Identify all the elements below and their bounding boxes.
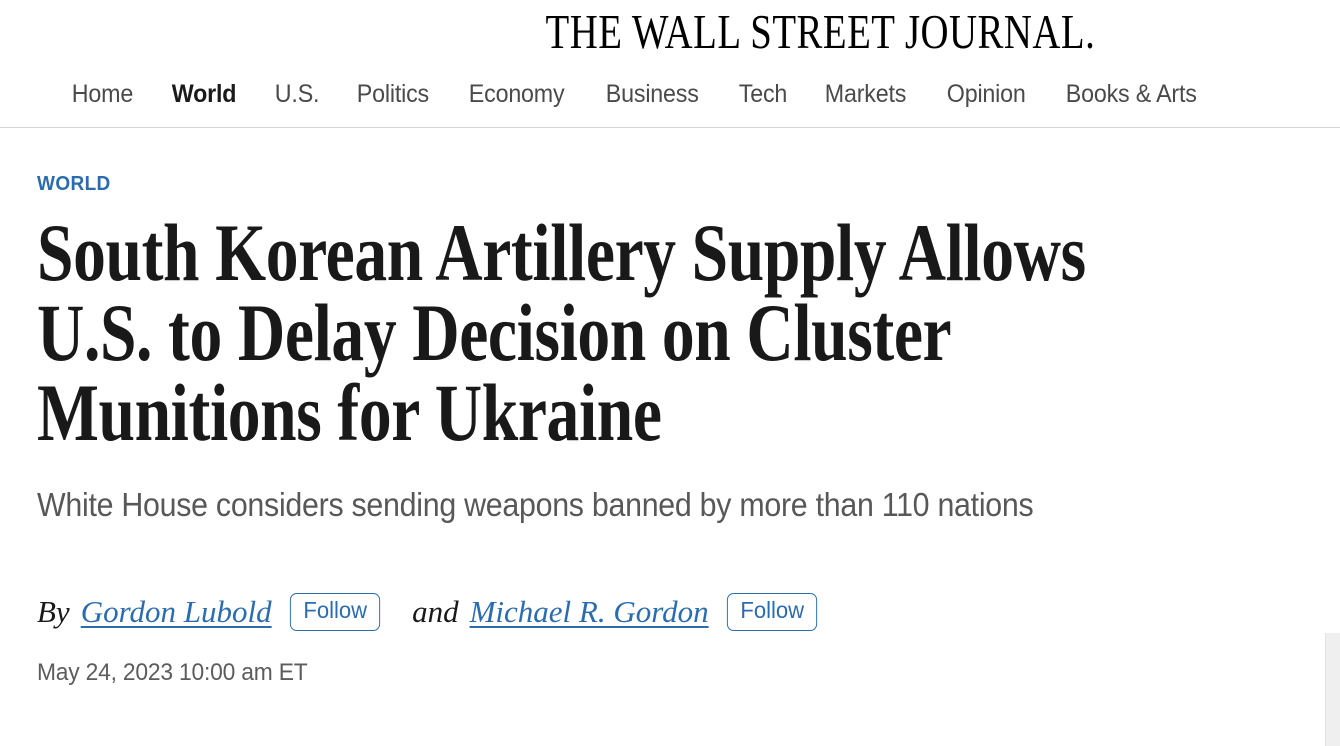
masthead: THE WALL STREET JOURNAL. (0, 0, 1340, 62)
follow-button-michael-r-gordon[interactable]: Follow (726, 593, 818, 631)
nav-item-tech[interactable]: Tech (739, 79, 788, 108)
byline-prefix: By (37, 593, 70, 629)
headline-line-2: U.S. to Delay Decision on Cluster (37, 287, 952, 378)
article-kicker[interactable]: WORLD (37, 173, 111, 195)
nav-item-us[interactable]: U.S. (275, 79, 320, 108)
byline: By Gordon Lubold Follow and Michael R. G… (37, 593, 1300, 631)
author-link-michael-r-gordon[interactable]: Michael R. Gordon (469, 593, 709, 629)
nav-item-economy[interactable]: Economy (468, 79, 565, 108)
nav-item-business[interactable]: Business (605, 79, 699, 108)
wsj-logo[interactable]: THE WALL STREET JOURNAL. (545, 3, 1095, 59)
article-container: WORLD South Korean Artillery Supply Allo… (0, 129, 1340, 687)
follow-button-gordon-lubold[interactable]: Follow (289, 593, 381, 631)
page-scrollbar-thumb[interactable] (1325, 633, 1340, 746)
nav-item-home[interactable]: Home (71, 79, 134, 108)
headline-line-3: Munitions for Ukraine (37, 367, 662, 458)
nav-item-world[interactable]: World (171, 79, 237, 108)
article-timestamp: May 24, 2023 10:00 am ET (37, 658, 308, 686)
author-link-gordon-lubold[interactable]: Gordon Lubold (80, 593, 272, 629)
nav-item-opinion[interactable]: Opinion (946, 79, 1026, 108)
main-navigation: Home World U.S. Politics Economy Busines… (0, 61, 1340, 128)
nav-item-politics[interactable]: Politics (356, 79, 430, 108)
nav-item-books-arts[interactable]: Books & Arts (1065, 79, 1197, 108)
page-title: South Korean Artillery Supply Allows U.S… (37, 212, 1300, 454)
page-scrollbar-track[interactable] (1325, 0, 1340, 746)
headline-line-1: South Korean Artillery Supply Allows (37, 207, 1086, 298)
nav-item-markets[interactable]: Markets (825, 79, 907, 108)
byline-conjunction: and (412, 593, 459, 629)
article-subheadline: White House considers sending weapons ba… (37, 486, 1034, 523)
